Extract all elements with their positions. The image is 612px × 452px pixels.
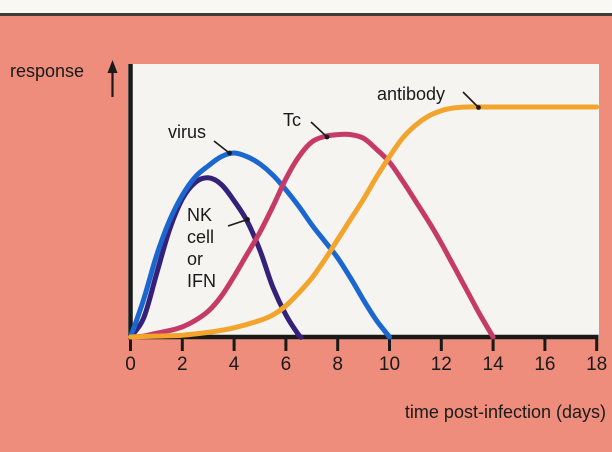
nk-label-line-4: IFN [187, 271, 216, 291]
nk-label-line-1: NK [187, 205, 213, 225]
x-tick-label: 0 [125, 354, 136, 375]
antibody-label: antibody [377, 84, 446, 104]
x-tick-label: 18 [586, 354, 608, 375]
x-tick-label: 4 [228, 354, 240, 375]
page-top-margin [0, 0, 612, 13]
tc-pointer-dot [324, 134, 330, 140]
virus-label: virus [168, 122, 207, 142]
page-top-rule [0, 13, 612, 16]
x-tick-label: 2 [177, 354, 188, 375]
nk-label-line-3: or [187, 249, 204, 269]
tc-curve [128, 131, 496, 340]
virus-pointer-line [213, 140, 229, 153]
y-axis-label: response [10, 61, 85, 81]
tc-pointer-line [310, 121, 327, 137]
nk-cell-or-ifn-label: NK cell or IFN [187, 204, 216, 292]
antibody-pointer-line [462, 91, 478, 107]
up-arrow-icon [107, 60, 118, 97]
antibody-pointer-dot [476, 105, 481, 110]
virus-curve [128, 150, 392, 340]
nk-pointer-line [227, 219, 247, 227]
virus-pointer-dot [227, 150, 232, 156]
x-axis-ticks [129, 339, 599, 351]
antibody-curve [128, 104, 600, 340]
x-tick-label: 10 [378, 354, 401, 375]
x-tick-label: 8 [332, 354, 343, 375]
nk-label-line-2: cell [187, 227, 215, 247]
x-tick-label: 16 [534, 354, 556, 375]
x-tick-label: 12 [430, 354, 452, 375]
x-tick-label: 6 [280, 354, 292, 375]
tc-label: Tc [283, 110, 301, 130]
x-axis-label: time post-infection (days) [404, 402, 606, 422]
x-tick-label: 14 [482, 354, 504, 375]
nk-pointer-dot [245, 217, 250, 222]
